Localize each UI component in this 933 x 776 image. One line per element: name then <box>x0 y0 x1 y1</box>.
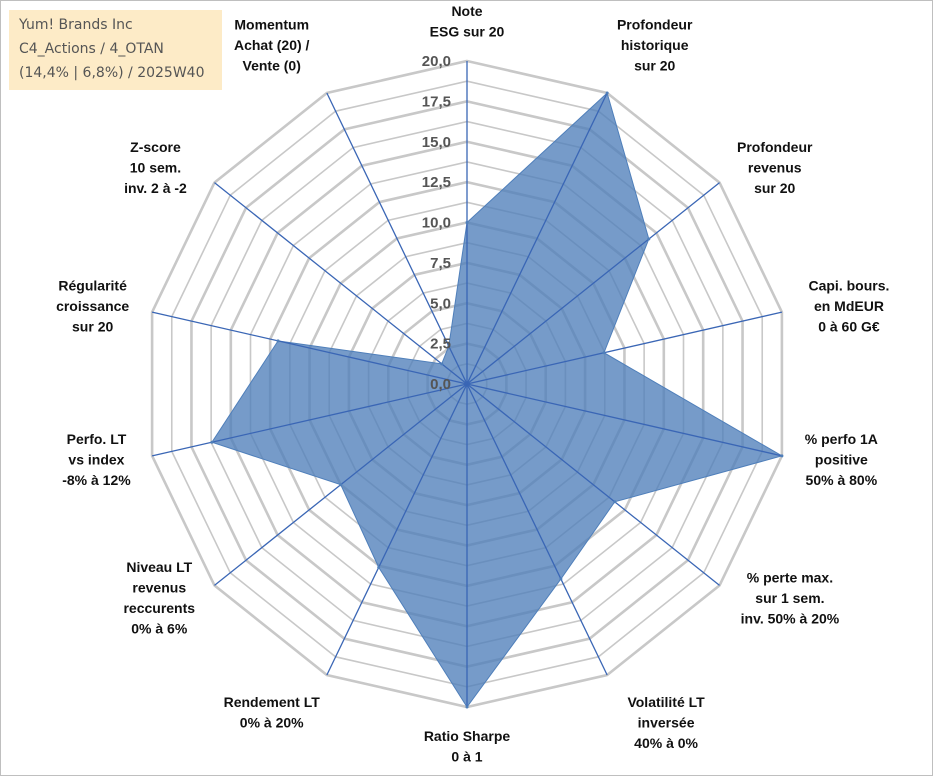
data-point <box>647 237 651 241</box>
axis-spoke <box>466 383 608 676</box>
tick-label: 15,0 <box>422 134 451 151</box>
axis-label: Momentum Achat (20) / Vente (0) <box>234 17 310 74</box>
data-point <box>440 362 444 366</box>
tick-label: 10,0 <box>422 215 451 232</box>
axis-label: % perfo 1A positive 50% à 80% <box>805 431 878 488</box>
data-point <box>339 483 343 487</box>
data-point <box>465 705 469 709</box>
data-point <box>210 440 214 444</box>
data-point <box>605 91 609 95</box>
chart-title-box: Yum! Brands Inc C4_Actions / 4_OTAN (14,… <box>9 10 222 90</box>
axis-label: Perfo. LT vs index -8% à 12% <box>62 431 131 488</box>
axis-label: % perte max. sur 1 sem. inv. 50% à 20% <box>741 569 840 626</box>
tick-label: 2,5 <box>430 336 451 353</box>
data-point <box>559 577 563 581</box>
axis-spoke <box>151 311 468 385</box>
axis-label: Profondeur historique sur 20 <box>617 17 693 74</box>
axis-label: Niveau LT revenus reccurents 0% à 6% <box>123 559 195 637</box>
axis-spoke <box>466 383 720 586</box>
tick-label: 17,5 <box>422 93 451 110</box>
company-name: Yum! Brands Inc <box>19 17 133 33</box>
tick-label: 7,5 <box>430 255 451 272</box>
data-point <box>602 351 606 355</box>
axis-spoke <box>151 383 468 457</box>
axis-label: Ratio Sharpe 0 à 1 <box>424 728 511 765</box>
performance-week-label: (14,4% | 6,8%) / 2025W40 <box>19 65 205 81</box>
tick-label: 12,5 <box>422 174 451 191</box>
data-point <box>447 344 451 348</box>
data-point <box>780 454 784 458</box>
axis-label: Z-score 10 sem. inv. 2 à -2 <box>124 139 187 196</box>
axis-spoke <box>214 182 468 385</box>
data-point <box>276 339 280 343</box>
axis-spoke <box>466 182 720 385</box>
tick-label: 5,0 <box>430 295 451 312</box>
axis-label: Régularité croissance sur 20 <box>56 277 129 334</box>
axis-spoke <box>466 383 783 457</box>
data-point <box>377 565 381 569</box>
axis-spoke <box>326 383 468 676</box>
axis-label: Volatilité LT inversée 40% à 0% <box>627 694 705 751</box>
data-point <box>465 221 469 224</box>
axis-label: Profondeur revenus sur 20 <box>737 139 813 196</box>
series-area <box>211 92 784 708</box>
axis-label: Note ESG sur 20 <box>430 3 505 40</box>
axis-spoke <box>326 92 468 385</box>
portfolio-label: C4_Actions / 4_OTAN <box>19 41 164 57</box>
axis-label: Rendement LT 0% à 20% <box>224 694 321 731</box>
tick-label: 20,0 <box>422 53 451 70</box>
axis-label: Capi. bours. en MdEUR 0 à 60 G€ <box>808 277 889 334</box>
axis-spoke <box>466 92 608 385</box>
axis-spoke <box>466 311 783 385</box>
tick-label: 0,0 <box>430 376 451 393</box>
data-point <box>613 500 617 504</box>
